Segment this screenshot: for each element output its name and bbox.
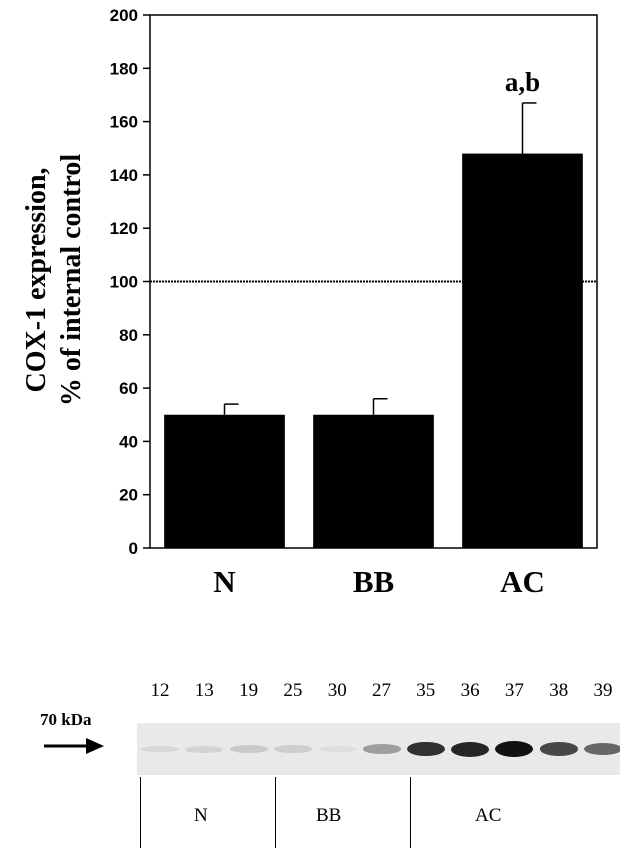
bars bbox=[164, 102, 583, 548]
x-category-label-bb: BB bbox=[353, 564, 394, 599]
lane-number: 13 bbox=[194, 680, 214, 701]
y-tick-label: 20 bbox=[119, 486, 138, 505]
group-divider bbox=[140, 777, 141, 848]
y-tick-label: 40 bbox=[119, 432, 138, 451]
lane-number: 38 bbox=[549, 680, 569, 701]
group-label-n: N bbox=[194, 805, 208, 826]
group-label-bb: BB bbox=[316, 805, 342, 826]
y-axis-label-line2: % of internal control bbox=[56, 154, 87, 406]
blot-band bbox=[406, 741, 445, 757]
y-tick-label: 200 bbox=[110, 6, 138, 25]
significance-annotation: a,b bbox=[505, 67, 540, 97]
group-divider bbox=[275, 777, 276, 848]
blot-band bbox=[495, 741, 534, 757]
blot-band bbox=[229, 745, 268, 753]
blot-band bbox=[362, 744, 401, 754]
arrow-right-icon bbox=[44, 738, 104, 754]
y-axis-label-line1: COX-1 expression, bbox=[21, 167, 52, 392]
bar-ac bbox=[462, 153, 583, 548]
y-tick-label: 60 bbox=[119, 379, 138, 398]
y-axis-ticks: 0 20 40 60 80 100 120 140 160 180 200 bbox=[110, 6, 150, 558]
y-tick-label: 180 bbox=[110, 59, 138, 78]
y-tick-label: 120 bbox=[110, 219, 138, 238]
lane-number: 39 bbox=[593, 680, 613, 701]
lane-number: 37 bbox=[504, 680, 524, 701]
lane-number: 19 bbox=[239, 680, 259, 701]
x-axis-category-labels: N BB AC bbox=[213, 564, 545, 599]
blot-band bbox=[141, 745, 179, 753]
x-category-label-n: N bbox=[213, 564, 235, 599]
blot-band bbox=[273, 745, 312, 753]
y-tick-label: 80 bbox=[119, 326, 138, 345]
y-tick-label: 140 bbox=[110, 166, 138, 185]
lane-number: 36 bbox=[460, 680, 480, 701]
blot-band bbox=[451, 741, 490, 757]
lane-number: 12 bbox=[150, 680, 170, 701]
blot-band bbox=[185, 745, 224, 753]
group-label-ac: AC bbox=[475, 805, 502, 826]
x-category-label-ac: AC bbox=[500, 564, 545, 599]
blot-band bbox=[584, 743, 620, 755]
blot-band bbox=[539, 742, 578, 756]
bar-chart: 0 20 40 60 80 100 120 140 160 180 200 N BB AC a,b CO… bbox=[21, 6, 598, 599]
molecular-weight-marker: 70 kDa bbox=[40, 710, 92, 729]
group-divider bbox=[410, 777, 411, 848]
y-tick-label: 160 bbox=[110, 113, 138, 132]
western-blot-panel: 12 13 19 25 30 27 35 36 37 38 39 70 kDa N BB AC bbox=[0, 680, 621, 848]
y-tick-label: 0 bbox=[129, 539, 138, 558]
bar-bb bbox=[313, 414, 434, 548]
y-tick-label: 100 bbox=[110, 273, 138, 292]
blot-image bbox=[137, 723, 620, 775]
lane-number: 30 bbox=[327, 680, 347, 701]
lane-number: 25 bbox=[283, 680, 303, 701]
lane-number: 35 bbox=[416, 680, 436, 701]
lane-number: 27 bbox=[372, 680, 391, 701]
blot-band bbox=[318, 745, 357, 753]
bar-n bbox=[164, 414, 285, 548]
